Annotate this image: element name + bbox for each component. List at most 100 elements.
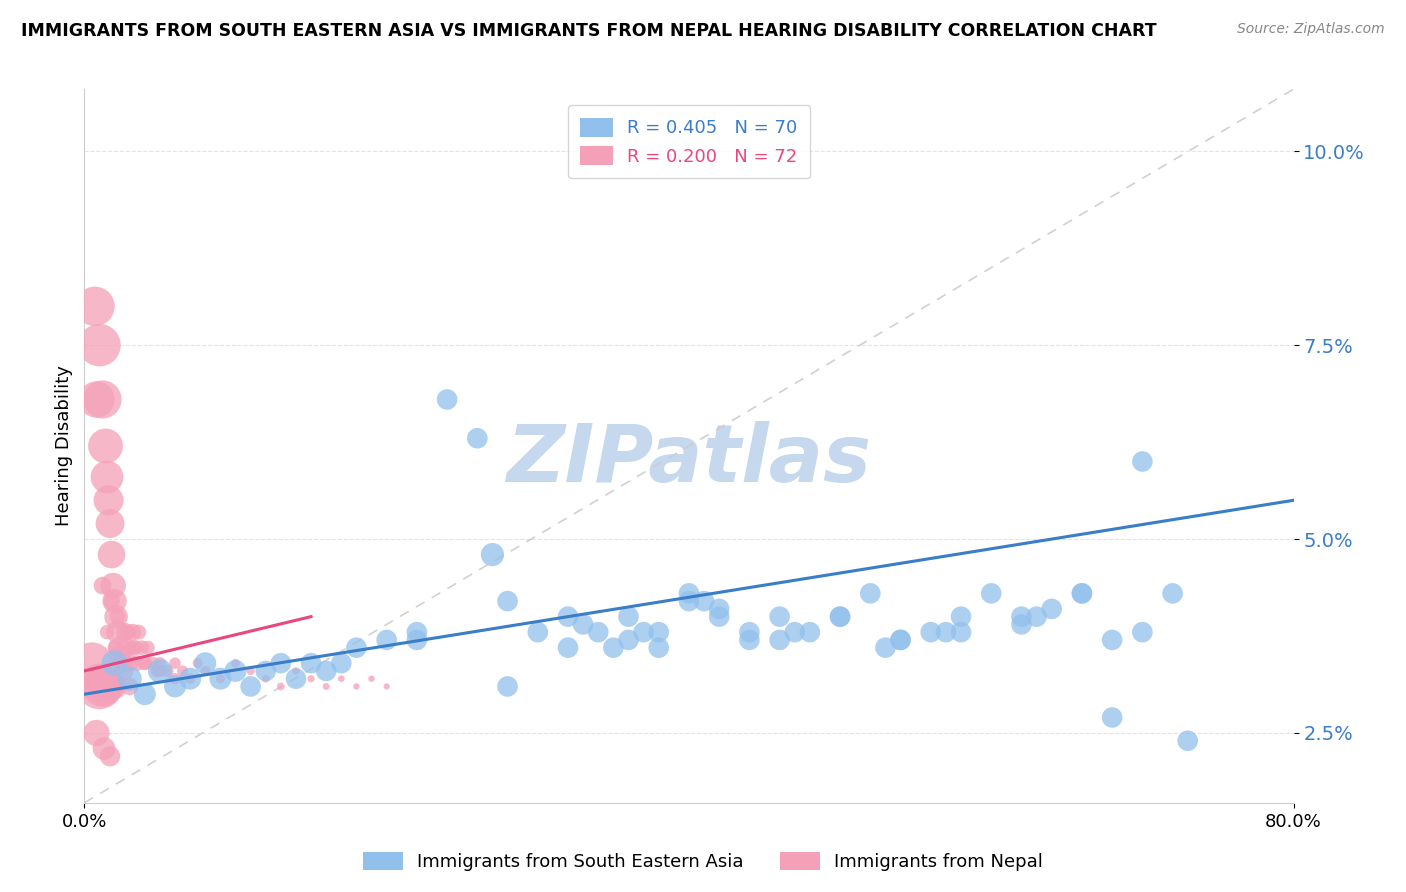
Point bbox=[165, 672, 187, 686]
Point bbox=[97, 493, 120, 508]
Point bbox=[1040, 602, 1063, 616]
Point bbox=[98, 516, 121, 531]
Point bbox=[1130, 454, 1153, 468]
Point bbox=[128, 625, 150, 640]
Point bbox=[91, 579, 114, 593]
Point bbox=[693, 594, 716, 608]
Point bbox=[118, 625, 141, 640]
Point bbox=[738, 632, 761, 647]
Point bbox=[80, 656, 103, 670]
Point bbox=[346, 680, 368, 694]
Point bbox=[1101, 632, 1123, 647]
Point bbox=[1130, 625, 1153, 640]
Point bbox=[131, 640, 153, 655]
Point bbox=[709, 609, 731, 624]
Point bbox=[406, 632, 429, 647]
Legend: R = 0.405   N = 70, R = 0.200   N = 72: R = 0.405 N = 70, R = 0.200 N = 72 bbox=[568, 105, 810, 178]
Point bbox=[118, 672, 141, 686]
Point bbox=[1071, 586, 1094, 600]
Point bbox=[769, 609, 792, 624]
Y-axis label: Hearing Disability: Hearing Disability bbox=[55, 366, 73, 526]
Point bbox=[172, 664, 194, 678]
Point bbox=[648, 640, 671, 655]
Point bbox=[89, 680, 111, 694]
Point bbox=[91, 392, 114, 407]
Point bbox=[93, 680, 115, 694]
Point bbox=[935, 625, 957, 640]
Point bbox=[588, 625, 610, 640]
Point bbox=[225, 656, 247, 670]
Point bbox=[165, 656, 187, 670]
Point bbox=[1161, 586, 1184, 600]
Point bbox=[467, 431, 489, 445]
Point bbox=[557, 609, 579, 624]
Point bbox=[769, 632, 792, 647]
Point bbox=[285, 664, 308, 678]
Point bbox=[134, 687, 156, 701]
Text: IMMIGRANTS FROM SOUTH EASTERN ASIA VS IMMIGRANTS FROM NEPAL HEARING DISABILITY C: IMMIGRANTS FROM SOUTH EASTERN ASIA VS IM… bbox=[21, 22, 1157, 40]
Point bbox=[112, 664, 135, 678]
Point bbox=[86, 392, 108, 407]
Point bbox=[950, 625, 973, 640]
Point bbox=[375, 632, 398, 647]
Point bbox=[299, 672, 322, 686]
Point bbox=[141, 656, 163, 670]
Point bbox=[111, 656, 134, 670]
Point bbox=[330, 672, 353, 686]
Point bbox=[239, 664, 262, 678]
Legend: Immigrants from South Eastern Asia, Immigrants from Nepal: Immigrants from South Eastern Asia, Immi… bbox=[356, 845, 1050, 879]
Point bbox=[859, 586, 882, 600]
Point bbox=[179, 672, 201, 686]
Point bbox=[346, 640, 368, 655]
Point bbox=[315, 664, 337, 678]
Point bbox=[101, 579, 124, 593]
Point bbox=[830, 609, 852, 624]
Point bbox=[890, 632, 912, 647]
Point bbox=[100, 594, 122, 608]
Point bbox=[165, 680, 187, 694]
Point bbox=[830, 609, 852, 624]
Point bbox=[100, 548, 122, 562]
Point bbox=[496, 594, 519, 608]
Point bbox=[86, 726, 108, 740]
Point bbox=[89, 338, 111, 352]
Point bbox=[678, 586, 700, 600]
Point bbox=[105, 609, 128, 624]
Point bbox=[617, 632, 640, 647]
Point bbox=[783, 625, 806, 640]
Point bbox=[375, 680, 398, 694]
Point bbox=[194, 656, 217, 670]
Point bbox=[118, 656, 141, 670]
Point bbox=[115, 640, 138, 655]
Point bbox=[1071, 586, 1094, 600]
Point bbox=[110, 648, 132, 663]
Point bbox=[527, 625, 550, 640]
Point bbox=[496, 680, 519, 694]
Point bbox=[146, 664, 169, 678]
Point bbox=[156, 664, 179, 678]
Point bbox=[648, 625, 671, 640]
Point bbox=[709, 602, 731, 616]
Point bbox=[115, 625, 138, 640]
Point bbox=[94, 439, 117, 453]
Point bbox=[134, 656, 156, 670]
Point bbox=[678, 594, 700, 608]
Point bbox=[890, 632, 912, 647]
Point bbox=[149, 656, 172, 670]
Point bbox=[127, 656, 149, 670]
Point bbox=[118, 680, 141, 694]
Point bbox=[406, 625, 429, 640]
Point bbox=[104, 640, 127, 655]
Point bbox=[98, 749, 121, 764]
Point bbox=[93, 741, 115, 756]
Point bbox=[136, 640, 159, 655]
Point bbox=[127, 640, 149, 655]
Point bbox=[950, 609, 973, 624]
Point bbox=[108, 640, 131, 655]
Point bbox=[121, 625, 143, 640]
Point bbox=[149, 664, 172, 678]
Point bbox=[209, 672, 232, 686]
Point bbox=[875, 640, 897, 655]
Text: ZIPatlas: ZIPatlas bbox=[506, 421, 872, 500]
Point bbox=[285, 672, 308, 686]
